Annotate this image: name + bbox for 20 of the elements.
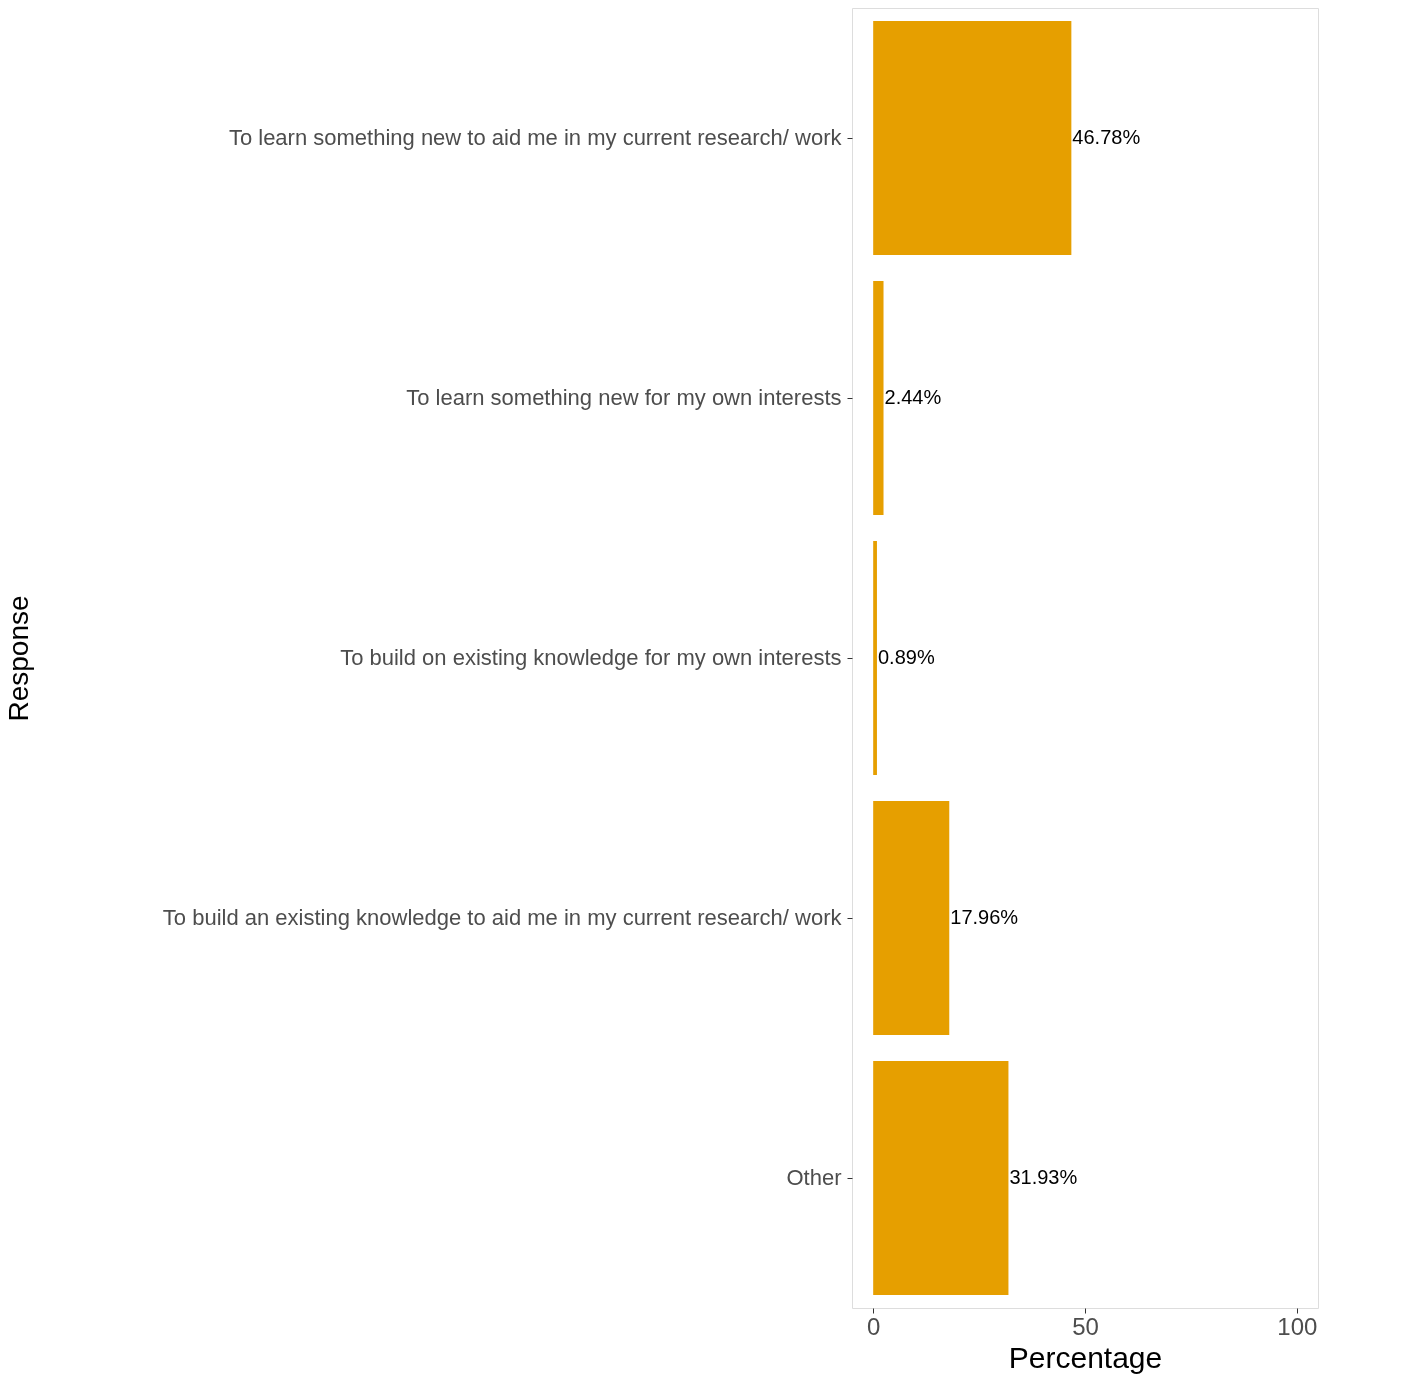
data-label: 2.44% xyxy=(884,386,942,408)
x-tick-label: 0 xyxy=(867,1312,881,1340)
bar xyxy=(873,21,1072,255)
x-axis-title: Percentage xyxy=(1008,1340,1163,1374)
y-tick-label: To build an existing knowledge to aid me in my current research/ work xyxy=(162,905,843,930)
data-label: 0.89% xyxy=(877,646,935,668)
y-tick-label: To build on existing knowledge for my own interests xyxy=(340,645,842,670)
data-label: 17.96% xyxy=(950,906,1019,928)
bar xyxy=(873,801,950,1035)
x-tick-label: 100 xyxy=(1277,1312,1318,1340)
y-tick-label: To learn something new to aid me in my current research/ work xyxy=(228,125,843,150)
bar xyxy=(873,541,877,775)
bar xyxy=(873,281,884,515)
x-tick-label: 50 xyxy=(1072,1312,1099,1340)
y-tick-label: Other xyxy=(786,1165,842,1190)
bar xyxy=(873,1061,1009,1295)
data-label: 31.93% xyxy=(1009,1166,1078,1188)
data-label: 46.78% xyxy=(1072,126,1141,148)
y-tick-label: To learn something new for my own interests xyxy=(406,385,842,410)
y-axis-title: Response xyxy=(2,595,34,722)
